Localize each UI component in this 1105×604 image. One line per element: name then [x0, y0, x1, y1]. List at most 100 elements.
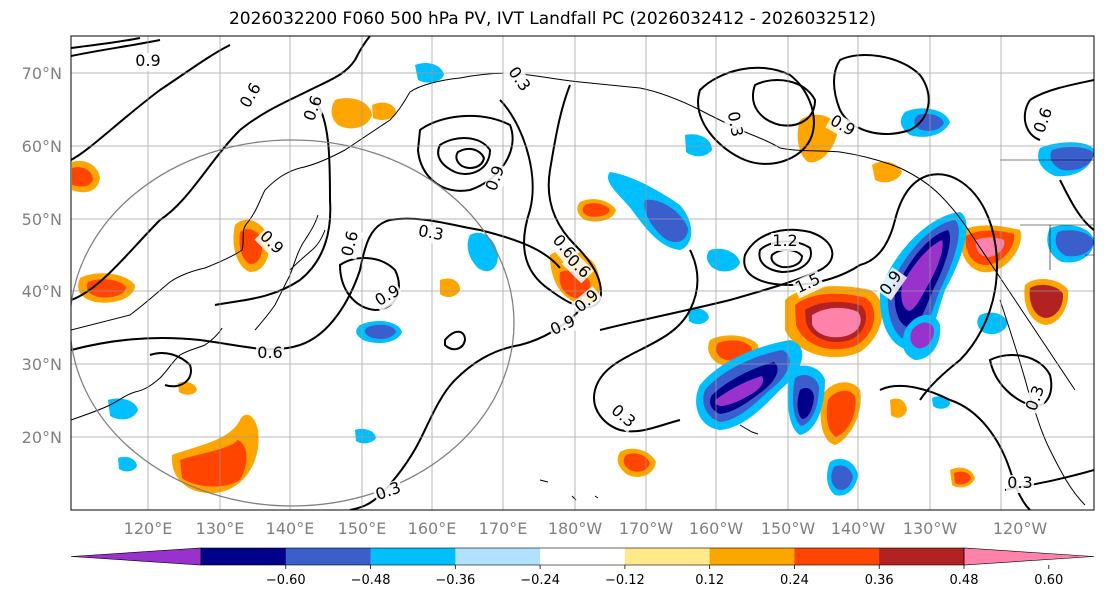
lon-label: 150°E: [338, 519, 387, 538]
contour-label-background: [300, 92, 328, 125]
pv-contour: [71, 44, 231, 161]
negative-anomaly-blob: [977, 312, 1008, 335]
contour-label-background: [134, 53, 162, 71]
coastline: [639, 87, 781, 149]
ivt-pc-shading: [72, 63, 1094, 496]
negative-anomaly-blob: [831, 465, 853, 490]
contour-label-background: [482, 162, 510, 195]
negative-anomaly-blob: [706, 248, 740, 272]
contour-label-background: [561, 250, 595, 284]
negative-anomaly-blob: [108, 398, 138, 420]
positive-anomaly-blob: [890, 398, 907, 418]
colorbar-tick-label: −0.48: [351, 573, 391, 588]
map-title: 2026032200 F060 500 hPa PV, IVT Landfall…: [228, 9, 876, 29]
pv-contour: [71, 36, 371, 301]
lon-label: 180°W: [548, 519, 603, 538]
negative-anomaly-blob: [932, 396, 950, 409]
pv-contour: [71, 217, 561, 351]
pv-contour: [437, 137, 492, 175]
negative-anomaly-blob: [1055, 230, 1094, 257]
negative-anomaly-blob: [901, 240, 943, 311]
positive-anomaly-blob: [582, 203, 610, 217]
state-border: [1000, 159, 1094, 270]
contour-label-background: [1006, 475, 1034, 493]
contour-label-background: [1030, 104, 1058, 137]
colorbar-segment: [794, 548, 880, 565]
pv-contour: [1023, 79, 1094, 141]
colorbar-tick-label: 0.12: [695, 573, 724, 588]
colorbar-frame: [200, 547, 965, 566]
colorbar-segment: [201, 548, 287, 565]
pv-contour: [149, 352, 192, 388]
lat-label: 50°N: [22, 210, 62, 229]
colorbar-segment: [285, 548, 372, 565]
lat-label: 30°N: [22, 355, 62, 374]
negative-anomaly-blob: [467, 232, 498, 272]
negative-anomaly-blob: [644, 199, 688, 243]
positive-anomaly-blob: [872, 161, 902, 183]
contour-label-background: [606, 401, 640, 433]
positive-anomaly-blob: [623, 453, 650, 472]
negative-anomaly-blob: [118, 456, 137, 472]
positive-anomaly-blob: [180, 440, 247, 487]
pv-contour: [697, 66, 815, 165]
contour-label-background: [546, 312, 580, 341]
negative-anomaly-blob: [688, 308, 709, 325]
negative-anomaly-blob: [797, 388, 814, 419]
negative-anomaly-blob: [910, 322, 934, 349]
lat-label: 70°N: [22, 64, 62, 83]
colorbar-segment: [540, 548, 626, 565]
pv-contour: [455, 147, 486, 169]
contour-label-background: [876, 267, 908, 301]
contour-label-background: [791, 270, 825, 299]
pv-contour: [1059, 179, 1094, 231]
positive-anomaly-blob: [954, 471, 971, 485]
map-grid: [71, 36, 1094, 510]
pv-contour: [593, 249, 699, 433]
lon-label: 170°E: [479, 519, 528, 538]
range-circle: [71, 139, 515, 507]
colorbar-ticks: −0.60 −0.48 −0.36 −0.24 −0.12 0.12 0.24 0.36 0.4…: [266, 565, 1063, 588]
contour-label-background: [570, 286, 604, 318]
contour-label: 1.2: [772, 231, 797, 250]
positive-anomaly-blob: [812, 307, 861, 338]
colorbar-tick-label: −0.24: [520, 573, 560, 588]
lon-label: 160°E: [408, 519, 457, 538]
lon-label: 120°W: [993, 519, 1048, 538]
lon-label: 170°W: [619, 519, 674, 538]
colorbar-extend-low: [70, 547, 202, 566]
colorbar-tick-label: −0.36: [435, 573, 475, 588]
lon-label: 130°E: [196, 519, 245, 538]
negative-anomaly-blob: [685, 134, 712, 157]
contour-label: 0.9: [135, 51, 160, 70]
colorbar-segment: [455, 548, 541, 565]
pv-contour: [444, 330, 467, 351]
colorbar-tick-label: 0.36: [865, 573, 894, 588]
lon-label: 150°W: [761, 519, 816, 538]
positive-anomaly-blob: [1029, 284, 1064, 318]
lat-label: 40°N: [22, 282, 62, 301]
lon-label: 130°W: [903, 519, 958, 538]
coastline: [289, 229, 326, 271]
contour-label: 0.3: [1007, 473, 1032, 492]
contour-label-background: [415, 222, 447, 246]
lon-label: 160°W: [689, 519, 744, 538]
contour-label-background: [825, 111, 859, 142]
contour-label-background: [1022, 382, 1050, 415]
plot-frame: [70, 35, 1095, 511]
lon-label: 140°W: [831, 519, 886, 538]
contour-label-background: [371, 281, 405, 312]
negative-anomaly-blob: [1050, 146, 1094, 171]
contour-label-background: [236, 79, 267, 113]
lon-label: 140°E: [266, 519, 315, 538]
colorbar-segment: [709, 548, 795, 565]
negative-anomaly-blob: [715, 376, 764, 406]
coastline: [71, 327, 223, 421]
lon-label: 120°E: [124, 519, 173, 538]
pv-contour: [71, 37, 161, 57]
contour-label-background: [254, 226, 288, 260]
coastline: [739, 424, 759, 435]
colorbar-tick-label: 0.60: [1034, 573, 1063, 588]
negative-anomaly-blob: [914, 113, 944, 131]
